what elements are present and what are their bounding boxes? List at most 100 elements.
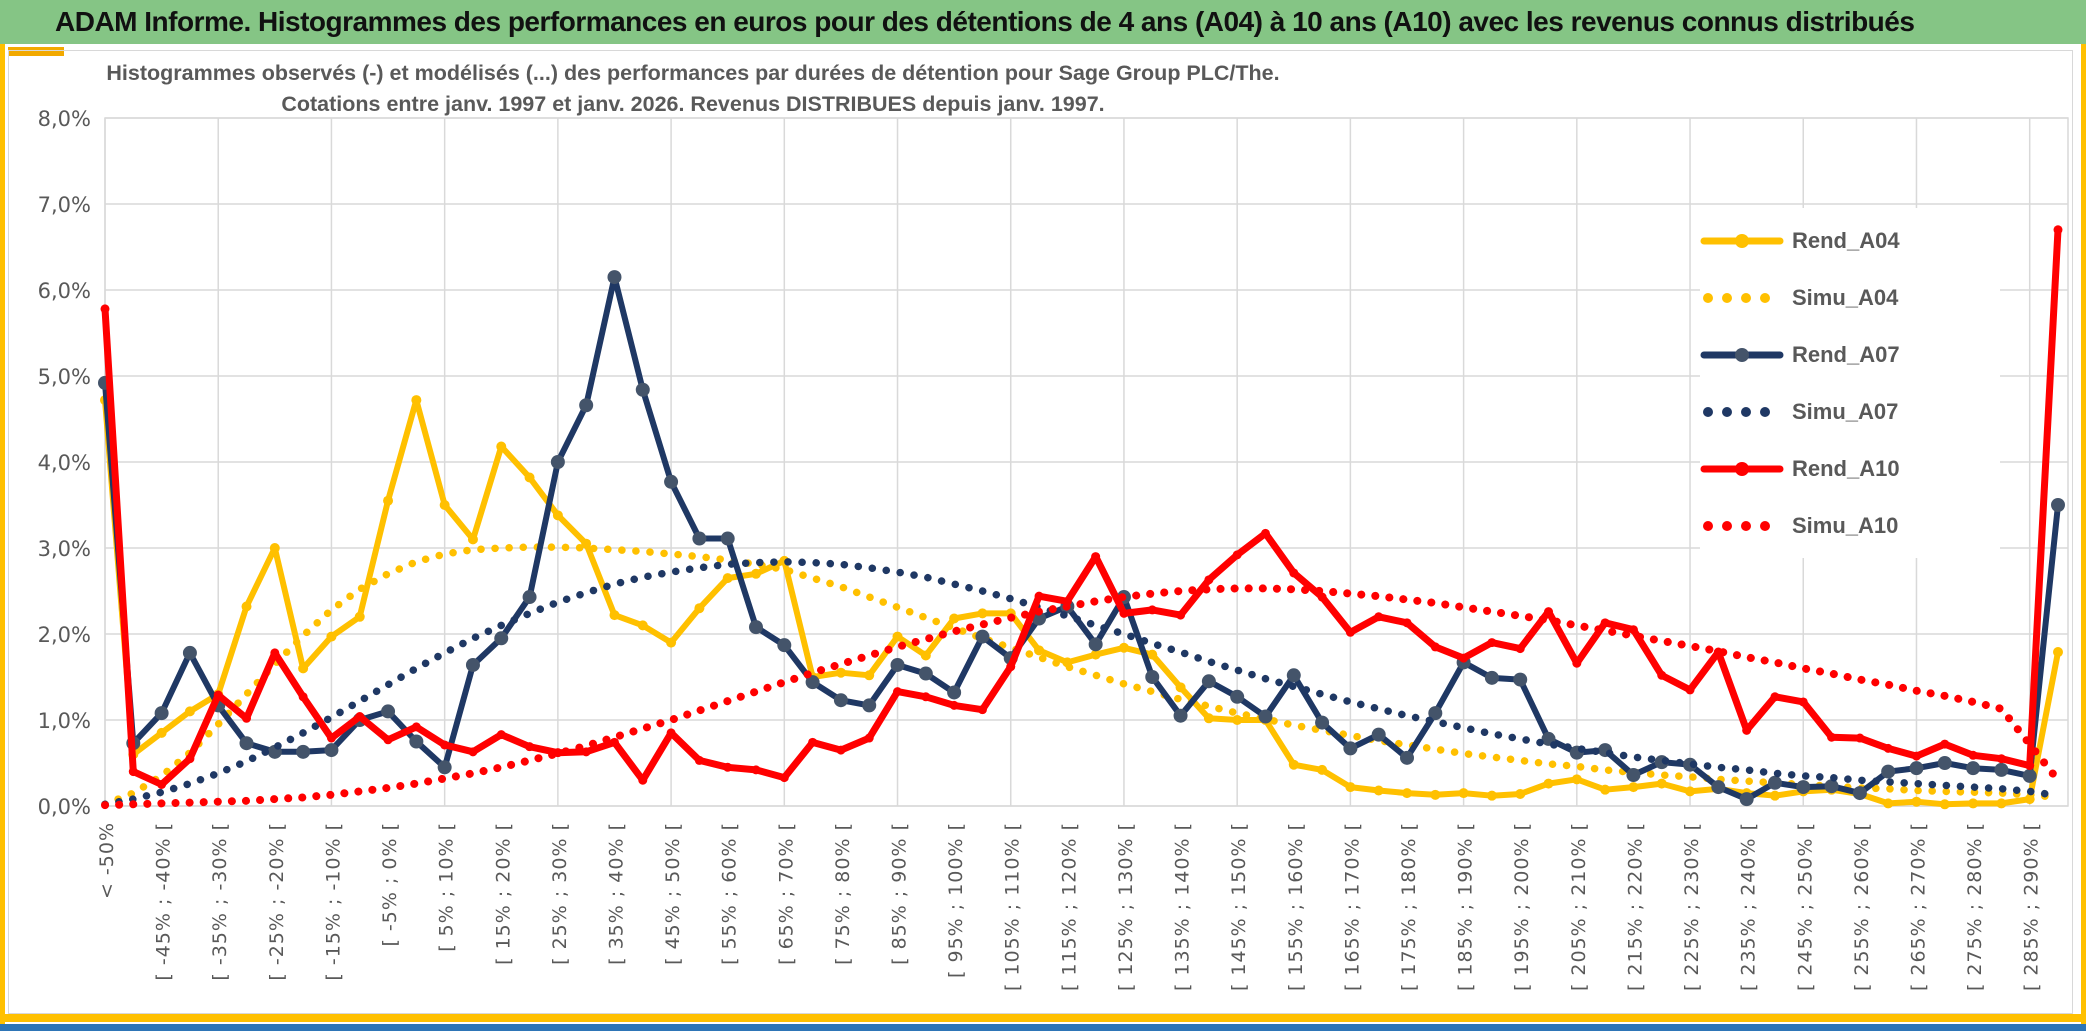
series-rend_a04-marker[interactable] bbox=[354, 611, 365, 622]
legend-item-rend_a04[interactable]: Rend_A04 bbox=[1700, 212, 2000, 269]
series-rend_a04-marker[interactable] bbox=[1203, 713, 1214, 724]
series-rend_a04-marker[interactable] bbox=[2053, 647, 2063, 658]
series-rend_a04-marker[interactable] bbox=[1034, 645, 1045, 656]
series-rend_a04-marker[interactable] bbox=[1769, 790, 1780, 801]
series-rend_a07-marker[interactable] bbox=[1145, 670, 1160, 684]
series-rend_a07-marker[interactable] bbox=[296, 744, 311, 759]
series-rend_a04-marker[interactable] bbox=[694, 603, 705, 614]
series-rend_a04-marker[interactable] bbox=[1883, 798, 1894, 809]
series-rend_a04-marker[interactable] bbox=[864, 670, 875, 681]
series-rend_a04-marker[interactable] bbox=[1118, 642, 1129, 653]
series-rend_a07-marker[interactable] bbox=[1088, 637, 1103, 652]
legend-item-rend_a07[interactable]: Rend_A07 bbox=[1700, 326, 2000, 383]
series-rend_a10-marker[interactable] bbox=[1600, 618, 1610, 628]
series-rend_a10-marker[interactable] bbox=[581, 747, 591, 757]
series-rend_a07-marker[interactable] bbox=[1286, 668, 1301, 683]
series-rend_a07-marker[interactable] bbox=[1513, 672, 1528, 687]
series-rend_a10-marker[interactable] bbox=[1911, 751, 1921, 761]
series-rend_a04-marker[interactable] bbox=[184, 706, 195, 717]
legend-item-simu_a04[interactable]: Simu_A04 bbox=[1700, 269, 2000, 326]
series-rend_a07-marker[interactable] bbox=[2051, 498, 2065, 512]
series-rend_a04-marker[interactable] bbox=[1486, 790, 1497, 801]
series-rend_a04-marker[interactable] bbox=[751, 568, 761, 579]
series-rend_a04-marker[interactable] bbox=[1628, 782, 1639, 793]
series-rend_a07-marker[interactable] bbox=[154, 706, 169, 721]
series-rend_a04-marker[interactable] bbox=[1600, 784, 1611, 795]
series-rend_a07-marker[interactable] bbox=[1626, 768, 1641, 783]
series-rend_a04-marker[interactable] bbox=[467, 534, 478, 545]
series-rend_a10-marker[interactable] bbox=[1685, 685, 1695, 695]
series-rend_a07-marker[interactable] bbox=[1824, 779, 1839, 794]
series-rend_a07-marker[interactable] bbox=[1994, 762, 2009, 777]
series-rend_a07-marker[interactable] bbox=[1230, 689, 1245, 704]
series-rend_a07-marker[interactable] bbox=[182, 645, 197, 660]
series-rend_a10-marker[interactable] bbox=[383, 735, 393, 745]
series-rend_a04-marker[interactable] bbox=[977, 608, 988, 619]
series-rend_a07-marker[interactable] bbox=[1032, 611, 1047, 626]
series-rend_a04-marker[interactable] bbox=[552, 510, 563, 521]
series-rend_a10-marker[interactable] bbox=[525, 742, 535, 752]
series-rend_a10-marker[interactable] bbox=[1260, 528, 1270, 538]
series-rend_a07-marker[interactable] bbox=[1484, 670, 1499, 685]
series-rend_a04-marker[interactable] bbox=[1430, 789, 1441, 800]
series-rend_a10-marker[interactable] bbox=[2053, 225, 2063, 235]
series-rend_a04-marker[interactable] bbox=[1288, 759, 1299, 770]
series-rend_a07-marker[interactable] bbox=[1966, 761, 1981, 776]
series-rend_a04-marker[interactable] bbox=[1939, 799, 1950, 810]
series-rend_a07-marker[interactable] bbox=[2022, 768, 2037, 783]
series-rend_a10-marker[interactable] bbox=[298, 692, 308, 702]
series-rend_a10-marker[interactable] bbox=[185, 754, 195, 764]
series-rend_a10-marker[interactable] bbox=[864, 733, 874, 743]
series-rend_a07-marker[interactable] bbox=[465, 657, 480, 672]
series-rend_a07-marker[interactable] bbox=[1909, 761, 1924, 776]
series-rend_a04-marker[interactable] bbox=[1571, 774, 1582, 785]
series-rend_a10-marker[interactable] bbox=[1459, 653, 1469, 663]
series-rend_a07-marker[interactable] bbox=[890, 657, 905, 672]
series-rend_a04-marker[interactable] bbox=[411, 395, 422, 406]
series-rend_a10-marker[interactable] bbox=[468, 747, 478, 757]
series-rend_a07-marker[interactable] bbox=[1201, 674, 1216, 689]
series-rend_a04-marker[interactable] bbox=[1232, 715, 1243, 725]
series-rend_a07-marker[interactable] bbox=[918, 666, 933, 681]
series-rend_a07-marker[interactable] bbox=[1711, 780, 1726, 795]
series-simu_a07-line[interactable] bbox=[101, 558, 2062, 809]
series-rend_a07-marker[interactable] bbox=[664, 474, 679, 489]
series-rend_a07-marker[interactable] bbox=[1315, 715, 1330, 730]
series-rend_a07-marker[interactable] bbox=[1343, 741, 1358, 756]
series-rend_a07-marker[interactable] bbox=[550, 455, 565, 469]
series-rend_a10-marker[interactable] bbox=[666, 728, 676, 738]
series-rend_a07-marker[interactable] bbox=[437, 760, 452, 775]
series-rend_a10-marker[interactable] bbox=[1742, 725, 1752, 735]
series-rend_a07-marker[interactable] bbox=[239, 736, 254, 751]
series-rend_a10-marker[interactable] bbox=[355, 712, 365, 722]
series-rend_a07-marker[interactable] bbox=[635, 382, 650, 397]
series-rend_a10-marker[interactable] bbox=[1827, 732, 1837, 742]
series-rend_a04-marker[interactable] bbox=[1175, 682, 1186, 693]
series-rend_a04-marker[interactable] bbox=[949, 613, 960, 624]
series-rend_a10-marker[interactable] bbox=[1855, 733, 1865, 743]
series-rend_a04-marker[interactable] bbox=[1656, 778, 1667, 789]
series-rend_a10-marker[interactable] bbox=[751, 765, 761, 775]
series-rend_a04-marker[interactable] bbox=[1402, 788, 1412, 799]
series-rend_a07-marker[interactable] bbox=[1173, 708, 1188, 723]
series-rend_a04-marker[interactable] bbox=[298, 663, 309, 674]
series-rend_a04-marker[interactable] bbox=[1685, 786, 1696, 797]
series-rend_a10-marker[interactable] bbox=[1091, 552, 1101, 562]
series-rend_a04-marker[interactable] bbox=[892, 631, 903, 642]
series-rend_a04-marker[interactable] bbox=[1147, 649, 1158, 660]
series-rend_a04-marker[interactable] bbox=[666, 637, 677, 648]
series-rend_a10-marker[interactable] bbox=[1572, 658, 1582, 668]
series-rend_a10-marker[interactable] bbox=[2025, 761, 2035, 771]
series-rend_a04-marker[interactable] bbox=[1996, 798, 2007, 809]
series-rend_a07-marker[interactable] bbox=[1937, 756, 1952, 770]
series-rend_a04-marker[interactable] bbox=[496, 441, 507, 452]
series-rend_a07-marker[interactable] bbox=[805, 675, 820, 690]
series-rend_a07-marker[interactable] bbox=[494, 631, 509, 646]
series-rend_a07-marker[interactable] bbox=[777, 638, 792, 653]
series-rend_a04-marker[interactable] bbox=[1317, 764, 1328, 775]
series-rend_a10-marker[interactable] bbox=[638, 775, 648, 785]
legend-item-rend_a10[interactable]: Rend_A10 bbox=[1700, 440, 2000, 497]
series-rend_a07-marker[interactable] bbox=[1739, 792, 1754, 807]
series-rend_a04-marker[interactable] bbox=[1543, 778, 1554, 789]
